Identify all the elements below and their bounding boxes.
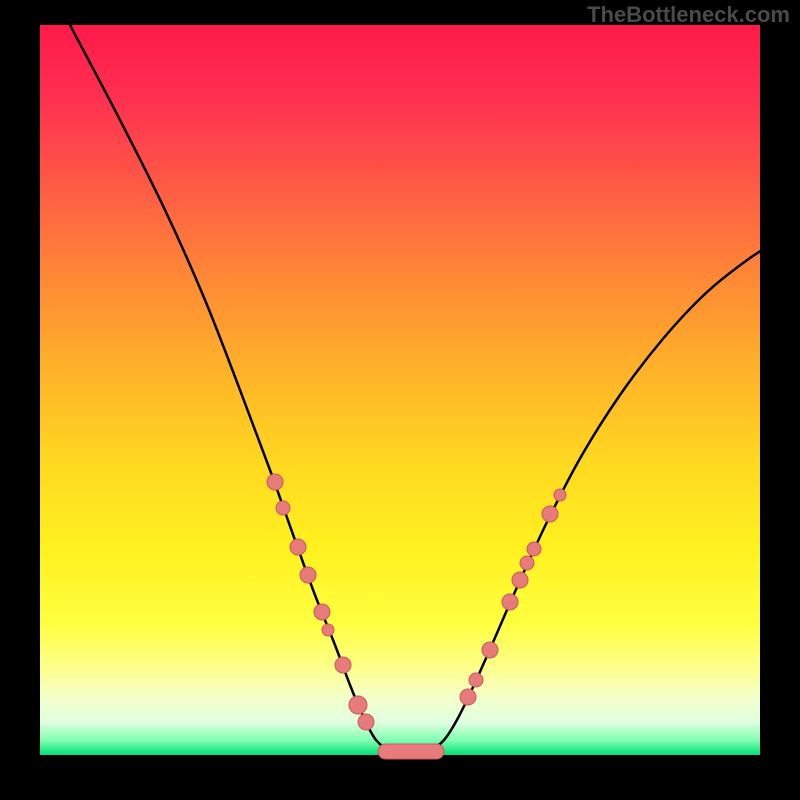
valley-marker-pill xyxy=(378,744,444,759)
data-marker xyxy=(314,604,330,620)
data-marker xyxy=(554,489,566,501)
data-marker xyxy=(267,474,283,490)
bottleneck-v-chart xyxy=(0,0,800,800)
data-marker xyxy=(322,624,334,636)
data-marker xyxy=(349,696,367,714)
data-marker xyxy=(502,594,518,610)
data-marker xyxy=(542,506,558,522)
data-marker xyxy=(469,673,483,687)
data-marker xyxy=(512,572,528,588)
data-marker xyxy=(290,539,306,555)
data-marker xyxy=(276,501,290,515)
plot-background-gradient xyxy=(40,25,760,755)
data-marker xyxy=(300,567,316,583)
chart-canvas: TheBottleneck.com xyxy=(0,0,800,800)
data-marker xyxy=(520,556,534,570)
data-marker xyxy=(482,642,498,658)
data-marker xyxy=(527,542,541,556)
watermark-text: TheBottleneck.com xyxy=(587,2,790,28)
data-marker xyxy=(335,657,351,673)
data-marker xyxy=(358,714,374,730)
data-marker xyxy=(460,689,476,705)
